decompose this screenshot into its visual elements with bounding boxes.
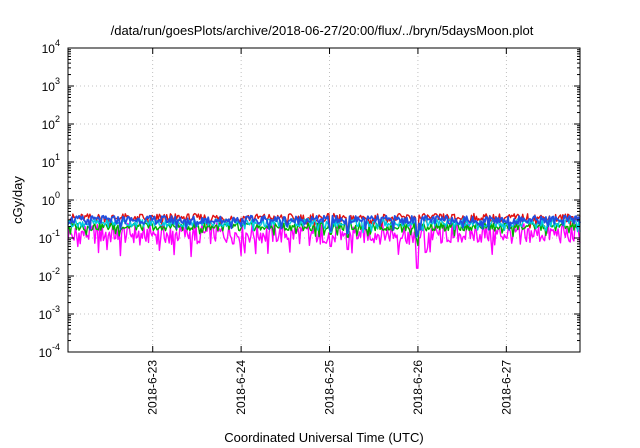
axis-ticks	[68, 47, 580, 353]
y-axis-label: cGy/day	[10, 176, 25, 224]
x-tick-label: 2018-6-26	[411, 360, 425, 415]
series-line-3	[67, 221, 581, 247]
chart-title: /data/run/goesPlots/archive/2018-06-27/2…	[111, 23, 534, 38]
y-tick-label: 102	[42, 114, 60, 132]
y-tick-label: 100	[42, 190, 60, 208]
x-tick-label: 2018-6-25	[323, 360, 337, 415]
x-tick-label: 2018-6-24	[234, 360, 248, 415]
y-tick-label: 101	[42, 152, 60, 170]
y-tick-labels: 10-4 10-3 10-2 10-1 100 101 102 103 104	[39, 38, 60, 360]
y-tick-label: 104	[42, 38, 60, 56]
y-tick-label: 10-2	[39, 266, 60, 284]
x-tick-label: 2018-6-27	[499, 360, 513, 415]
y-tick-label: 10-4	[39, 342, 60, 360]
x-tick-labels: 2018-6-23 2018-6-24 2018-6-25 2018-6-26 2018…	[146, 360, 514, 415]
series-line-5	[67, 214, 581, 238]
y-tick-label: 103	[42, 76, 60, 94]
x-tick-label: 2018-6-23	[146, 360, 160, 415]
grid-lines	[68, 48, 580, 352]
y-tick-label: 10-3	[39, 304, 60, 322]
y-tick-label: 10-1	[39, 228, 60, 246]
series-line-1	[67, 222, 581, 269]
x-axis-label: Coordinated Universal Time (UTC)	[224, 430, 423, 445]
series-group	[67, 212, 581, 269]
